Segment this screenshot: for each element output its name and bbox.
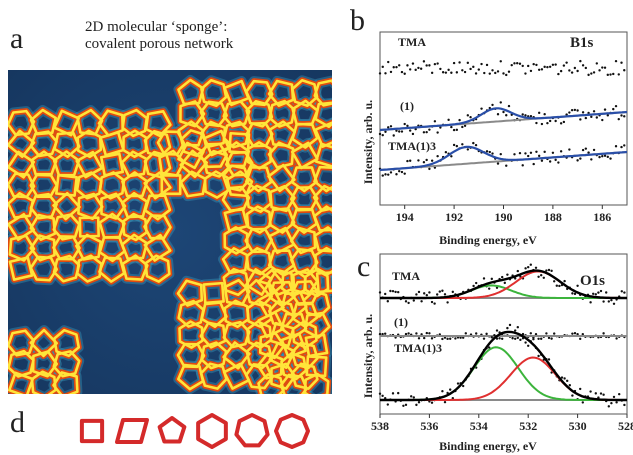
panel-letter-b: b: [350, 4, 365, 37]
shape-octagon: [274, 413, 310, 449]
panel-a-caption-line1: 2D molecular ‘sponge’:: [85, 19, 228, 35]
panel-letter-d: d: [10, 406, 25, 439]
shape-heptagon: [234, 413, 270, 448]
shape-hexagon: [196, 413, 228, 449]
chart-c-plot: 538 536 534 532 530 528 TMA (1) TMA(1)3: [371, 253, 633, 433]
chart-b-xlabel: Binding energy, eV: [439, 233, 537, 247]
panel-a-caption: 2D molecular ‘sponge’: covalent porous n…: [85, 19, 325, 53]
chart-b-plot: 194 192 190 188 186 TMA (1) TMA(1)3: [378, 31, 628, 224]
panel-a-caption-line2: covalent porous network: [85, 36, 234, 52]
svg-text:TMA(1)3: TMA(1)3: [388, 139, 436, 153]
panel-letter-a: a: [10, 22, 24, 55]
svg-text:532: 532: [519, 419, 537, 433]
chart-b-title: B1s: [570, 35, 594, 51]
svg-text:190: 190: [495, 210, 513, 224]
shape-rhombus: [115, 418, 149, 444]
svg-text:534: 534: [470, 419, 488, 433]
svg-text:194: 194: [396, 210, 414, 224]
stm-image: [8, 70, 332, 394]
svg-text:536: 536: [420, 419, 438, 433]
porous-network: [8, 75, 332, 394]
chart-b1s: B1s 194 192 190 188 186 TMA (1) TMA(1)3 Binding…: [361, 31, 628, 247]
svg-text:192: 192: [445, 210, 463, 224]
chart-c-ylabel: Intensity, arb. u.: [361, 314, 375, 398]
svg-text:TMA: TMA: [392, 269, 420, 283]
panel-letter-c: c: [357, 250, 371, 283]
chart-c-title: O1s: [580, 273, 605, 289]
svg-text:(1): (1): [394, 315, 408, 329]
chart-b-ylabel: Intensity, arb. u.: [361, 100, 375, 184]
polygon-shapes: [79, 413, 310, 449]
svg-text:TMA: TMA: [398, 35, 426, 49]
svg-text:538: 538: [371, 419, 389, 433]
svg-text:528: 528: [618, 419, 633, 433]
chart-o1s: O1s 538 536 534 532 530 528 TMA (1) TMA(1)3 Bind…: [361, 253, 633, 453]
chart-c-xlabel: Binding energy, eV: [439, 439, 537, 453]
svg-text:TMA(1)3: TMA(1)3: [394, 341, 442, 355]
shape-pentagon: [157, 416, 187, 444]
svg-text:(1): (1): [400, 99, 414, 113]
shape-square: [79, 418, 105, 444]
svg-text:186: 186: [593, 210, 611, 224]
svg-text:530: 530: [569, 419, 587, 433]
svg-text:188: 188: [544, 210, 562, 224]
